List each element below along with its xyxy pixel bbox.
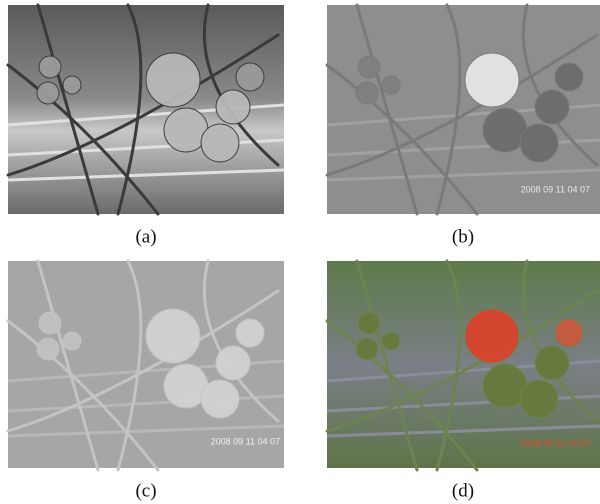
tomato <box>535 346 569 380</box>
caption: (d) <box>452 480 474 501</box>
tomato <box>535 90 569 124</box>
panel-c: 2008 09 11 04 07 (c) <box>8 261 284 501</box>
tomato <box>201 380 239 418</box>
tomato <box>39 312 61 334</box>
timestamp: 2008 09 11 04 07 <box>521 184 590 194</box>
tomato <box>356 338 378 360</box>
figure: (a) 2008 09 11 04 07 (b) 2008 09 11 04 0… <box>0 0 600 504</box>
tomato <box>382 332 400 350</box>
tomato <box>63 76 81 94</box>
timestamp: 2008 09 11 04 07 <box>521 438 590 448</box>
panel-a: (a) <box>8 5 284 247</box>
tomato <box>236 63 264 91</box>
tomato <box>37 338 59 360</box>
tomato <box>216 90 250 124</box>
tomato <box>146 53 200 107</box>
tomato <box>358 56 380 78</box>
tomato <box>555 319 583 347</box>
tomato <box>382 76 400 94</box>
tomato <box>146 309 200 363</box>
tomato <box>520 380 558 418</box>
tomato <box>37 82 59 104</box>
tomato <box>356 82 378 104</box>
timestamp: 2008 09 11 04 07 <box>211 436 280 446</box>
caption: (a) <box>135 226 156 247</box>
tomato <box>236 319 264 347</box>
tomato <box>39 56 61 78</box>
tomato <box>358 312 380 334</box>
caption: (b) <box>452 226 474 247</box>
panel-d: 2008 09 11 04 07 (d) <box>327 261 600 501</box>
caption: (c) <box>135 480 156 501</box>
tomato <box>465 53 519 107</box>
tomato <box>520 124 558 162</box>
tomato <box>201 124 239 162</box>
tomato <box>216 346 250 380</box>
tomato <box>555 63 583 91</box>
panel-b: 2008 09 11 04 07 (b) <box>327 5 600 247</box>
tomato <box>465 309 519 363</box>
tomato <box>63 332 81 350</box>
